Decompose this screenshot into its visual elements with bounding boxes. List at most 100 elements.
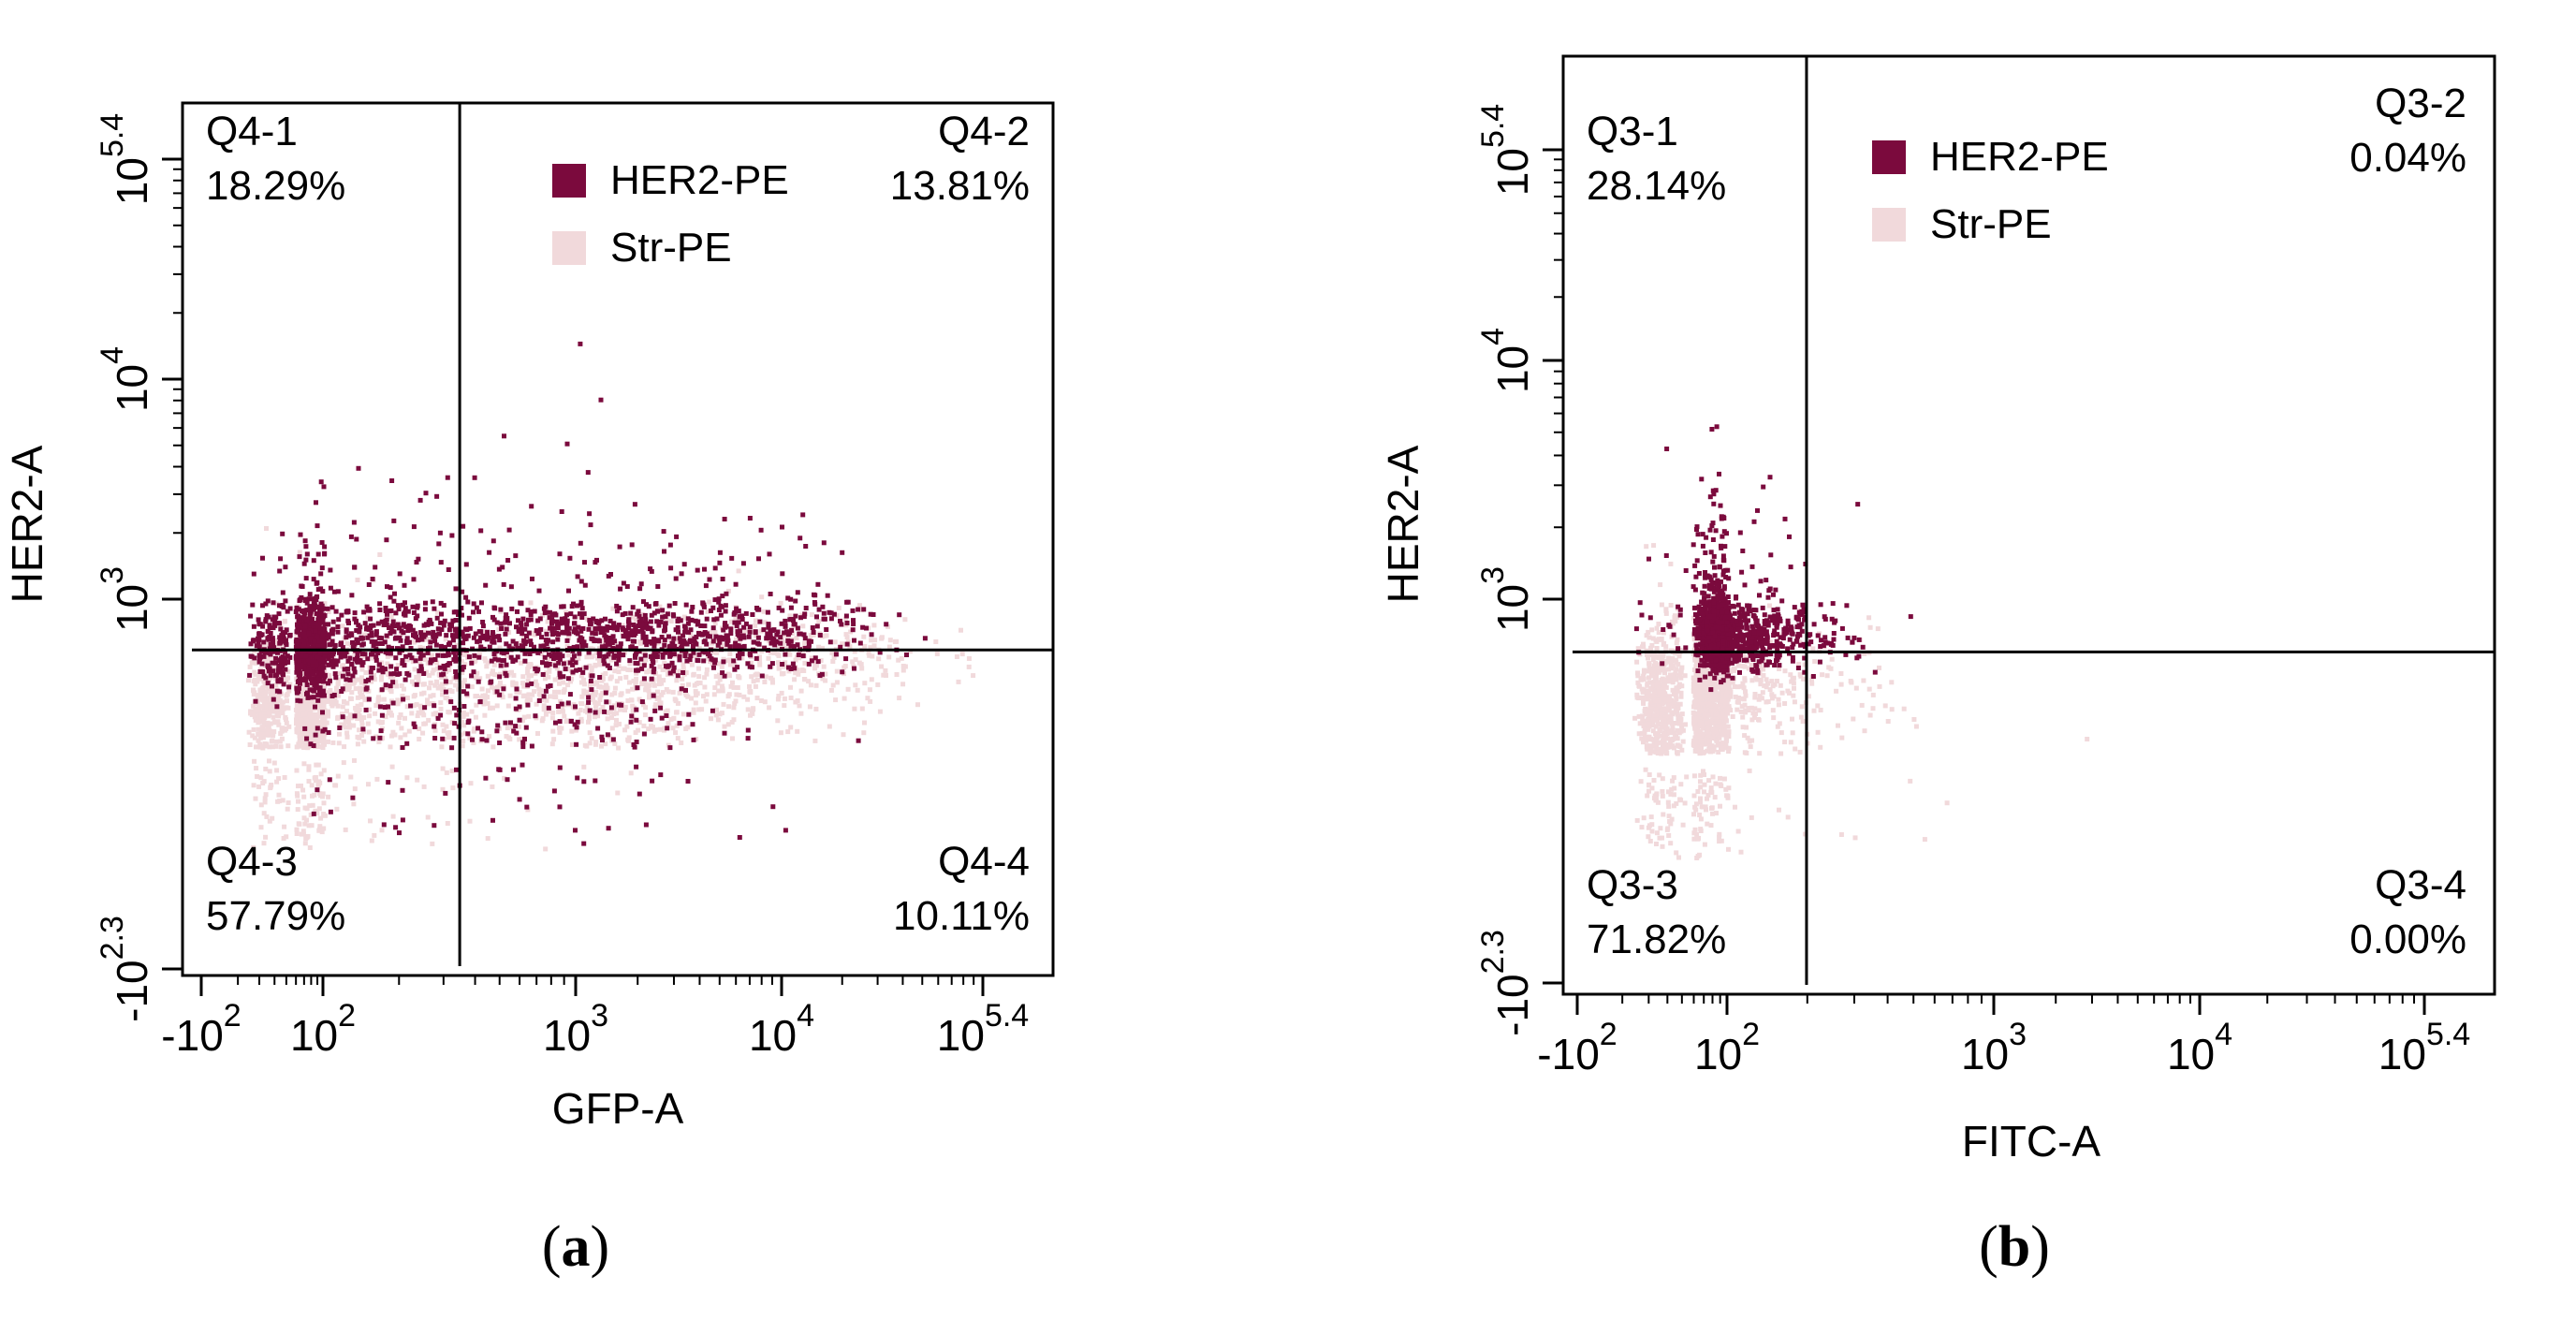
data-point [266, 665, 271, 670]
data-point [582, 742, 588, 748]
data-point [424, 669, 429, 675]
data-point [361, 715, 367, 720]
data-point [461, 665, 466, 670]
data-point [872, 638, 878, 643]
data-point [562, 713, 567, 719]
data-point [591, 616, 596, 622]
data-point [688, 653, 694, 659]
data-point [779, 690, 784, 696]
data-point [523, 725, 529, 730]
data-point [900, 682, 906, 687]
data-point [530, 576, 534, 581]
data-point [550, 656, 556, 661]
data-point [284, 720, 289, 726]
data-point [265, 726, 271, 731]
data-point [332, 658, 338, 664]
data-point [659, 681, 665, 686]
data-point [783, 618, 788, 623]
data-point [329, 694, 335, 698]
data-point [717, 677, 723, 682]
data-point [266, 685, 271, 691]
data-point [838, 618, 842, 623]
data-point [284, 693, 289, 698]
data-point [869, 632, 874, 638]
data-point [651, 610, 657, 616]
data-point [741, 624, 747, 630]
data-point [397, 571, 402, 577]
data-point [683, 602, 689, 608]
data-point [597, 656, 603, 662]
data-point [305, 695, 311, 700]
data-point [783, 623, 788, 628]
data-point [552, 677, 558, 682]
data-point [647, 667, 652, 673]
data-point [268, 673, 273, 679]
data-point [557, 719, 563, 725]
data-point [778, 600, 783, 606]
data-point [567, 692, 573, 697]
data-point [813, 706, 819, 711]
data-point [793, 699, 798, 705]
data-point [634, 740, 639, 744]
data-point [583, 643, 589, 649]
data-point [595, 626, 601, 632]
data-point [365, 656, 371, 662]
data-point [381, 822, 387, 828]
data-point [262, 650, 268, 655]
data-point [827, 724, 832, 729]
data-point [522, 658, 528, 664]
data-point [478, 629, 484, 635]
data-point [680, 676, 685, 682]
data-point [320, 606, 326, 611]
data-point [326, 609, 331, 614]
data-point [247, 742, 253, 747]
data-point [475, 694, 479, 698]
data-point [602, 633, 607, 638]
data-point [824, 633, 829, 638]
data-point [687, 657, 693, 662]
data-point [265, 636, 271, 641]
data-point [258, 672, 264, 678]
data-point [626, 735, 632, 741]
data-point [730, 736, 735, 741]
data-point [762, 620, 768, 625]
data-point [301, 641, 307, 647]
data-point [749, 674, 754, 680]
data-point [308, 695, 314, 700]
data-point [344, 635, 349, 640]
data-point [298, 698, 303, 704]
data-point [489, 684, 494, 690]
data-point [302, 598, 308, 604]
data-point [285, 659, 290, 665]
data-point [441, 603, 446, 609]
data-point [272, 709, 278, 714]
data-point [712, 597, 718, 603]
data-point [252, 714, 257, 720]
data-point [622, 650, 627, 655]
data-point [736, 653, 740, 658]
data-point [355, 741, 360, 747]
data-point [413, 616, 418, 622]
data-point [389, 623, 395, 629]
data-point [776, 660, 781, 666]
data-point [411, 577, 417, 582]
data-point [446, 652, 451, 657]
data-point [494, 684, 500, 690]
data-point [754, 677, 760, 682]
data-point [304, 617, 310, 623]
data-point [821, 610, 827, 616]
data-point [677, 657, 682, 663]
data-point [775, 697, 781, 702]
data-point [389, 645, 395, 651]
data-point [477, 699, 483, 705]
data-point [341, 760, 346, 766]
data-point [563, 667, 568, 672]
data-point [359, 680, 364, 685]
data-point [569, 742, 575, 747]
data-point [677, 653, 682, 659]
data-point [524, 699, 530, 705]
data-point [547, 615, 552, 621]
data-point [496, 657, 501, 663]
data-point [312, 606, 316, 611]
data-point [716, 596, 722, 602]
